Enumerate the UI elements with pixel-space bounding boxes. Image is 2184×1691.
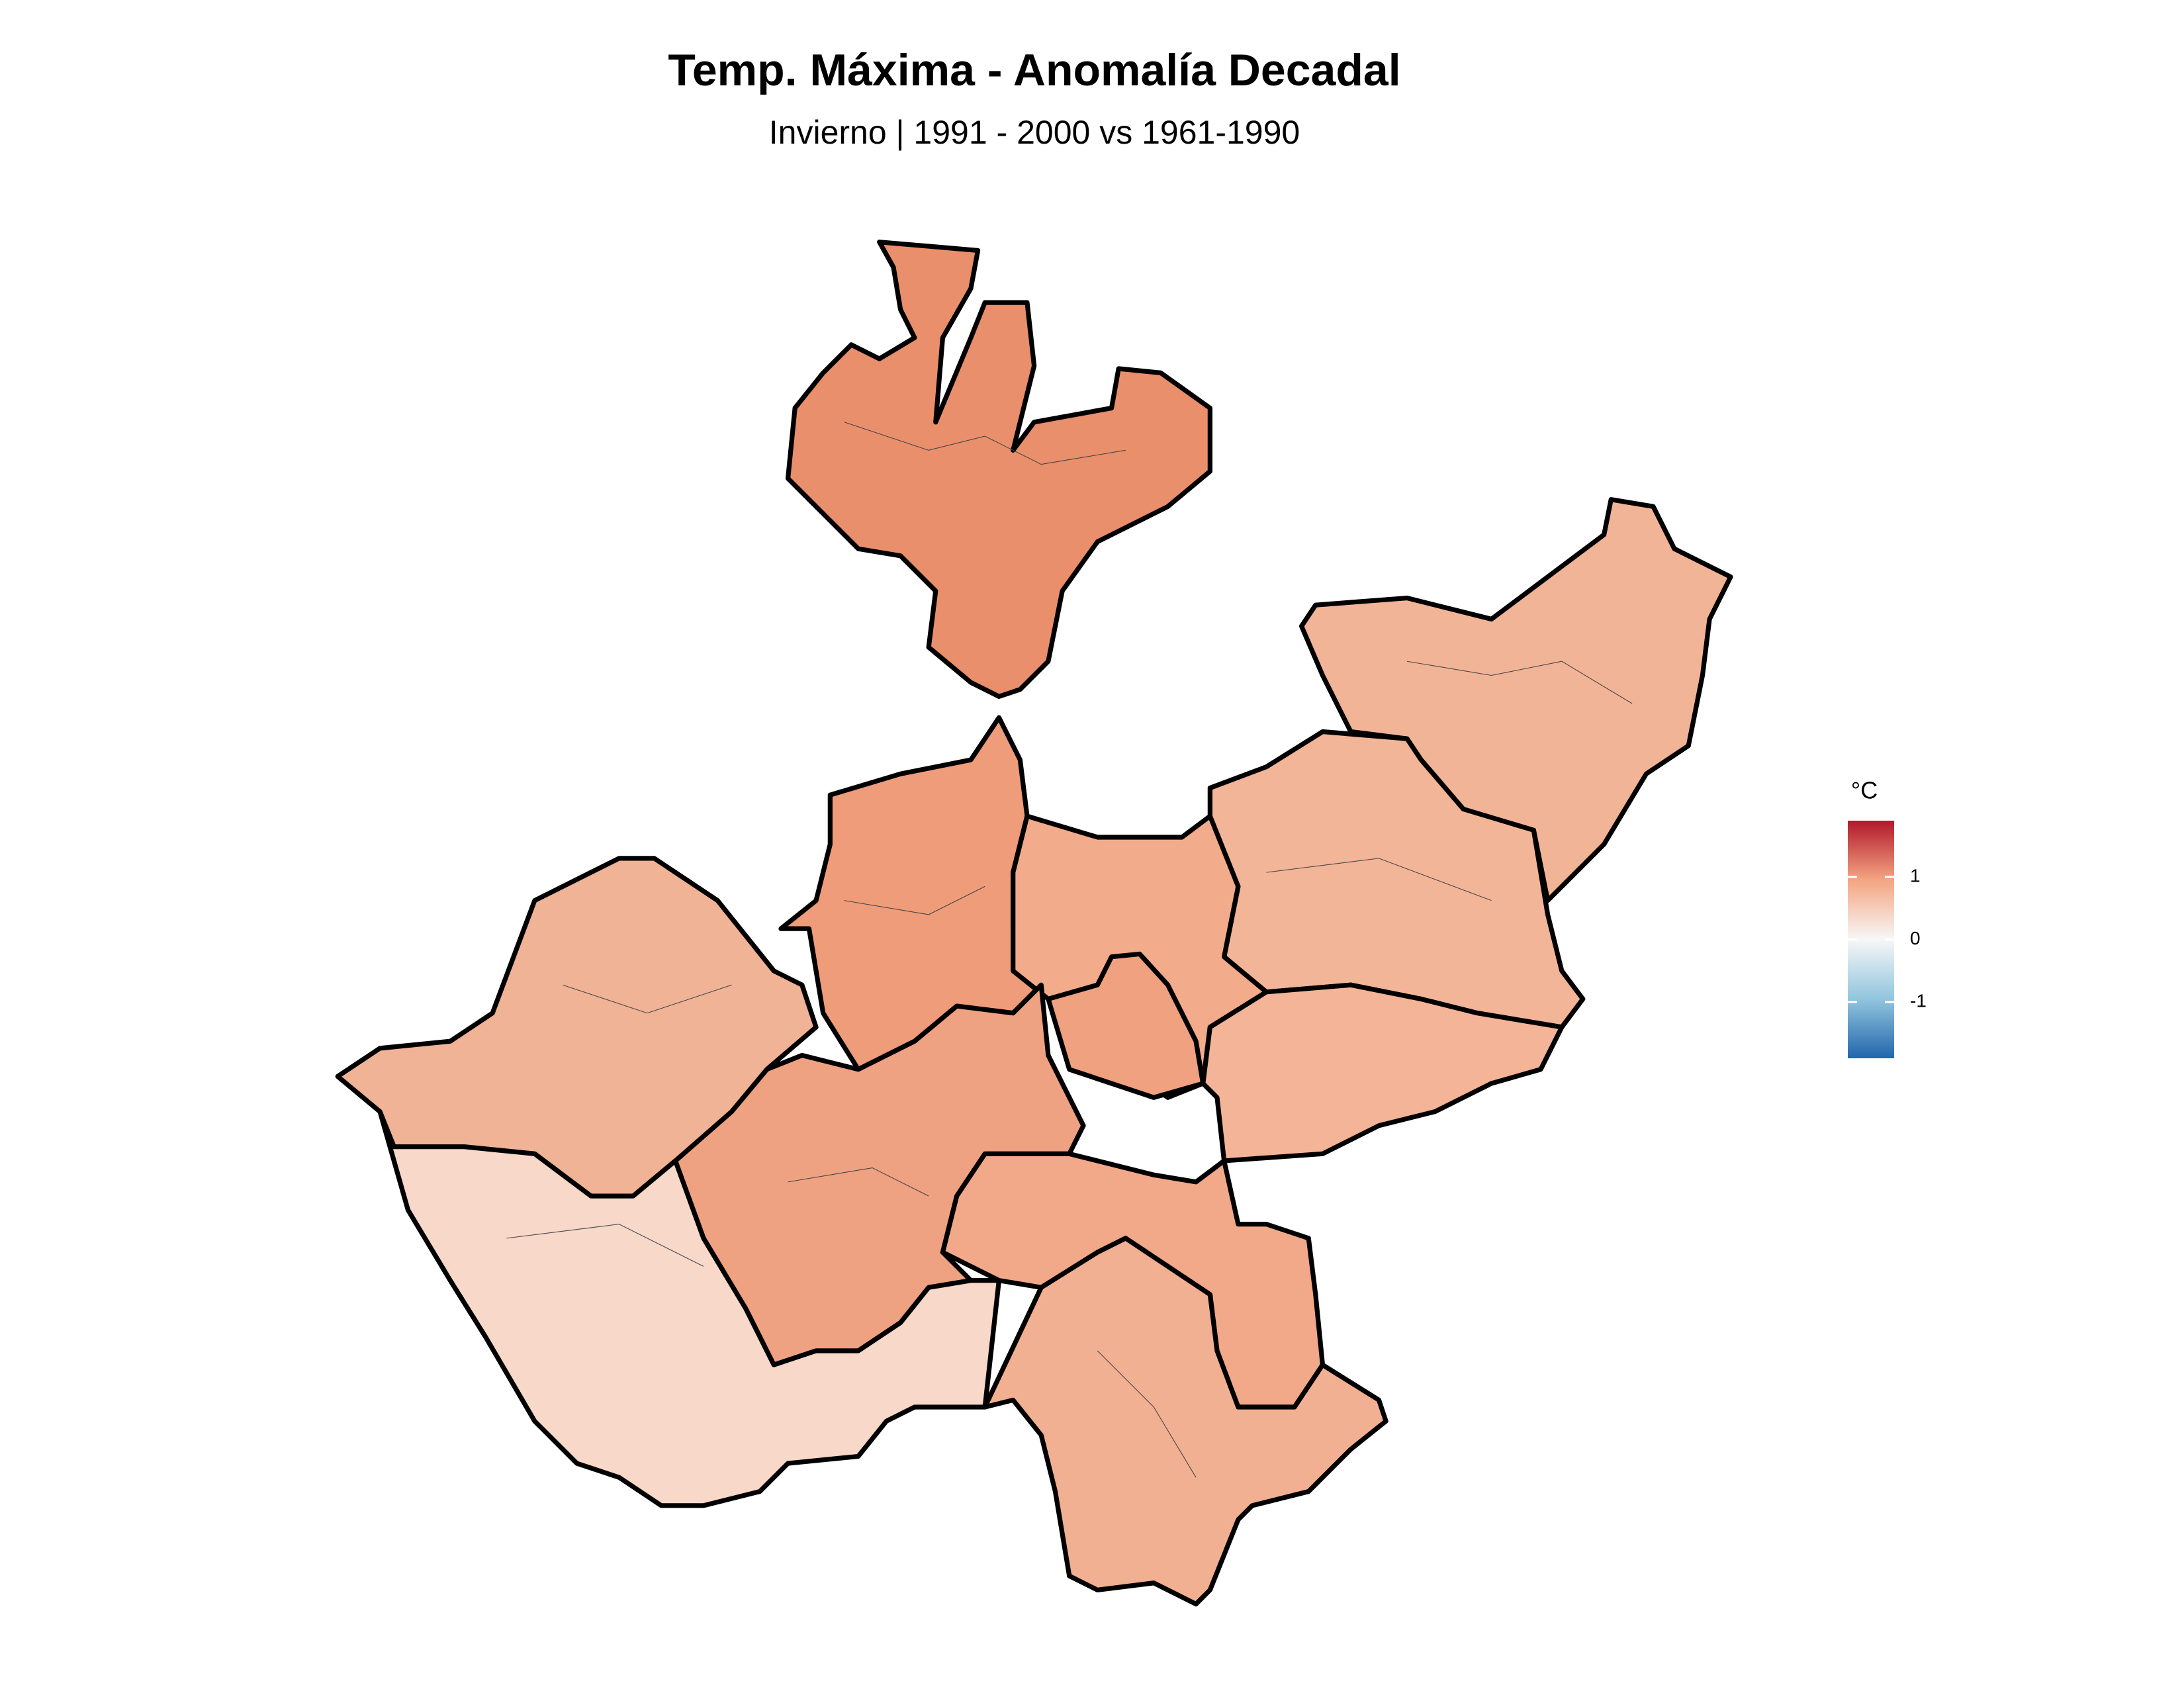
legend-title: °C: [1851, 777, 1878, 804]
map: [335, 240, 1733, 1607]
municipal-borders: [506, 422, 1633, 1478]
municipal-border: [1097, 1350, 1197, 1478]
legend-tick-label: -1: [1910, 990, 1927, 1011]
map-subtitle: Invierno | 1991 - 2000 vs 1961-1990: [769, 114, 1300, 151]
municipal-border: [844, 422, 1126, 465]
region-cienega: [1201, 982, 1565, 1164]
municipal-border: [506, 1224, 704, 1267]
region-guadalajara: [1046, 951, 1206, 1100]
legend-tick-label: 0: [1910, 928, 1921, 948]
municipal-border: [1406, 661, 1633, 704]
map-title: Temp. Máxima - Anomalía Decadal: [668, 45, 1400, 95]
municipal-border: [563, 984, 732, 1014]
region-norte: [785, 240, 1212, 699]
region-sureste: [982, 1236, 1388, 1607]
municipal-border: [1266, 858, 1492, 901]
legend-tick-label: 1: [1910, 865, 1921, 886]
region-costa-sur: [377, 1109, 1002, 1508]
municipal-border: [844, 886, 985, 915]
municipal-border: [788, 1167, 929, 1197]
